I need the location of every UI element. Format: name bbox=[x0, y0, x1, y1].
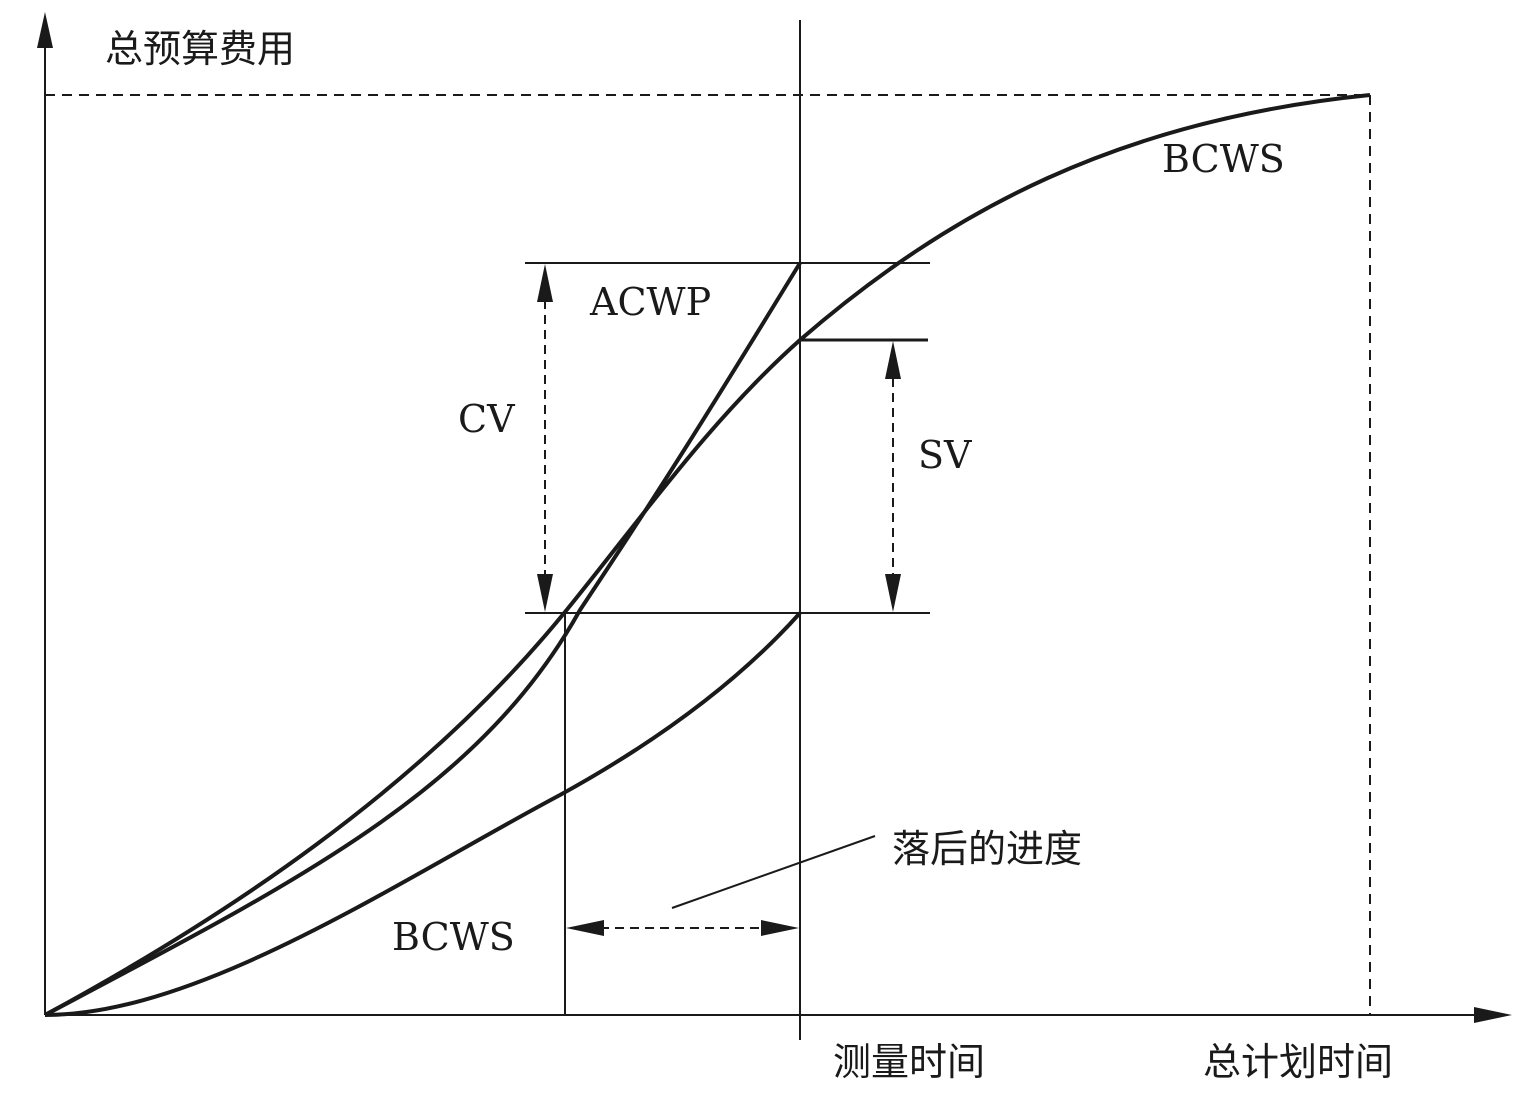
total-plan-time-label: 总计划时间 bbox=[1203, 1040, 1393, 1084]
cv-arrow-bottom-icon bbox=[537, 574, 553, 612]
sv-arrow-bottom-icon bbox=[885, 574, 901, 612]
bcws-bottom-label: BCWS bbox=[392, 915, 515, 959]
x-axis-arrow-icon bbox=[1474, 1007, 1512, 1023]
bcwp-curve bbox=[44, 611, 802, 1017]
measure-time-label: 测量时间 bbox=[833, 1040, 985, 1084]
bcws-top-label: BCWS bbox=[1162, 137, 1285, 181]
lag-label: 落后的进度 bbox=[892, 827, 1082, 871]
sv-arrow-top-icon bbox=[885, 341, 901, 379]
schedule-lag-left-icon bbox=[566, 920, 604, 936]
y-axis-arrow-icon bbox=[37, 12, 53, 48]
y-axis-title: 总预算费用 bbox=[105, 27, 295, 71]
lag-leader-line bbox=[671, 835, 876, 909]
bcws-curve bbox=[44, 93, 1371, 1017]
acwp-label: ACWP bbox=[589, 280, 711, 324]
cv-label: CV bbox=[458, 397, 515, 441]
acwp-curve bbox=[44, 261, 802, 1017]
sv-label: SV bbox=[918, 433, 972, 477]
schedule-lag-right-icon bbox=[761, 920, 799, 936]
cv-arrow-top-icon bbox=[537, 264, 553, 302]
